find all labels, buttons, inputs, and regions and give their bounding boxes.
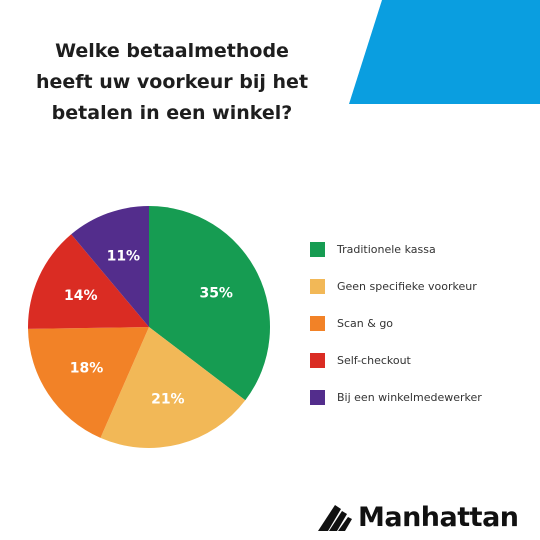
pie-slice-2 <box>100 327 246 449</box>
legend-swatch-3 <box>310 315 325 331</box>
pie-slice-5 <box>71 206 149 327</box>
legend-label-5: Bij een winkelmedewerker <box>337 390 482 404</box>
slice-value-label-2: 21% <box>151 392 185 408</box>
legend-label-3: Scan & go <box>337 316 394 330</box>
title-line-2: heeft uw voorkeur bij het <box>35 71 309 93</box>
legend-item-5: Bij een winkelmedewerker <box>310 388 482 406</box>
legend-swatch-2 <box>310 278 325 294</box>
legend-label-4: Self-checkout <box>337 353 411 367</box>
legend-item-1: Traditionele kassa <box>310 240 482 258</box>
slice-value-label-4: 14% <box>64 288 98 304</box>
legend-label-2: Geen specifieke voorkeur <box>337 279 477 293</box>
pie-slice-4 <box>27 234 149 329</box>
title-line-1: Welke betaalmethode <box>55 40 289 62</box>
slice-value-label-3: 18% <box>70 361 104 377</box>
legend-item-3: Scan & go <box>310 314 482 332</box>
legend-label-1: Traditionele kassa <box>337 242 436 256</box>
legend-swatch-1 <box>310 241 325 257</box>
pie-slice-3 <box>28 327 150 438</box>
chart-legend: Traditionele kassa Geen specifieke voorke… <box>310 240 482 425</box>
pie-slice-1 <box>149 206 270 401</box>
legend-swatch-4 <box>310 352 325 368</box>
brand-name: Manhattan <box>358 502 519 533</box>
chart-title: Welke betaalmethode heeft uw voorkeur bi… <box>0 36 344 129</box>
slice-value-label-1: 35% <box>199 286 233 302</box>
title-line-3: betalen in een winkel? <box>51 102 293 124</box>
legend-item-2: Geen specifieke voorkeur <box>310 277 482 295</box>
legend-swatch-5 <box>310 389 325 405</box>
slice-value-label-5: 11% <box>107 249 141 265</box>
brand-logo: Manhattan <box>318 502 519 533</box>
manhattan-logo-icon <box>318 504 352 531</box>
legend-item-4: Self-checkout <box>310 351 482 369</box>
